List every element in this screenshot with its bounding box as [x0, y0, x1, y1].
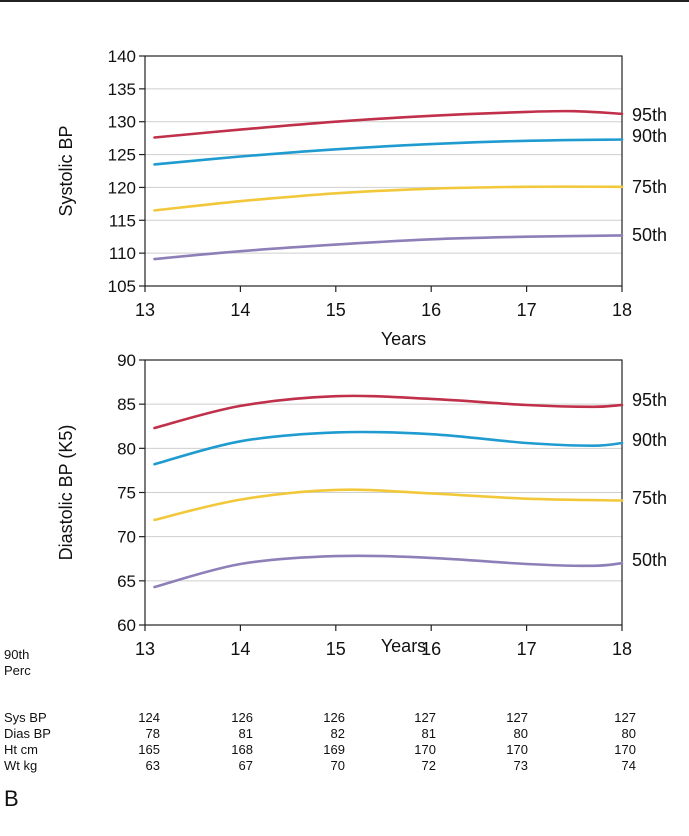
y-tick-label: 80: [117, 439, 136, 458]
series-line-50th: [153, 234, 624, 261]
y-tick-label: 110: [109, 244, 136, 263]
x-tick-label: 17: [517, 300, 537, 320]
table-cell: 70: [330, 758, 345, 773]
y-tick-label: 65: [117, 572, 136, 591]
table-cell: 81: [421, 726, 436, 741]
y-tick-label: 115: [109, 211, 136, 230]
table-cell: 165: [138, 742, 160, 757]
series-label-95th: 95th: [632, 390, 667, 410]
y-tick-label: 70: [117, 528, 136, 547]
y-axis-label: Systolic BP: [56, 125, 76, 216]
x-tick-label: 18: [612, 639, 632, 659]
table-cell: 82: [330, 726, 345, 741]
y-axis-label: Diastolic BP (K5): [56, 425, 76, 561]
series-label-50th: 50th: [632, 225, 667, 245]
x-tick-label: 17: [517, 639, 537, 659]
table-row-label: Wt kg: [4, 758, 38, 773]
y-tick-label: 130: [108, 113, 136, 132]
x-tick-label: 16: [421, 639, 441, 659]
table-cell: 126: [231, 710, 253, 725]
series-label-75th: 75th: [632, 177, 667, 197]
series-label-75th: 75th: [632, 488, 667, 508]
series-line-75th: [153, 488, 624, 522]
table-cell: 124: [138, 710, 160, 725]
table-cell: 72: [421, 758, 436, 773]
top-rule: [0, 0, 689, 2]
series-line-90th: [153, 430, 624, 466]
table-cell: 78: [145, 726, 160, 741]
y-tick-label: 120: [108, 178, 136, 197]
series-label-90th: 90th: [632, 126, 667, 146]
y-tick-label: 125: [108, 146, 136, 165]
table-cell: 80: [621, 726, 636, 741]
x-tick-label: 18: [612, 300, 632, 320]
table-row-label: Sys BP: [4, 710, 47, 725]
y-tick-label: 75: [117, 484, 136, 503]
table-cell: 126: [323, 710, 345, 725]
x-tick-label: 14: [230, 639, 250, 659]
y-tick-label: 85: [117, 395, 136, 414]
table-cell: 170: [414, 742, 436, 757]
table-cell: 169: [323, 742, 345, 757]
x-axis-label: Years: [381, 329, 426, 349]
table-cell: 127: [414, 710, 436, 725]
series-label-50th: 50th: [632, 550, 667, 570]
table-cell: 63: [145, 758, 160, 773]
x-tick-label: 15: [326, 639, 346, 659]
x-tick-label: 16: [421, 300, 441, 320]
y-tick-label: 105: [108, 277, 136, 296]
series-line-50th: [153, 554, 624, 589]
table-cell: 74: [621, 758, 636, 773]
series-line-90th: [153, 138, 624, 166]
panel-letter: B: [4, 786, 19, 811]
series-line-95th: [153, 394, 624, 430]
series-line-95th: [153, 109, 624, 139]
table-cell: 170: [614, 742, 636, 757]
table-cell: 80: [513, 726, 528, 741]
table-cell: 81: [238, 726, 253, 741]
table-cell: 127: [506, 710, 528, 725]
table-header-line2: Perc: [4, 663, 31, 678]
plot-frame: [144, 55, 623, 287]
x-tick-label: 14: [230, 300, 250, 320]
x-axis-label: Years: [381, 636, 426, 656]
y-tick-label: 140: [108, 47, 136, 66]
y-tick-label: 135: [108, 80, 136, 99]
series-label-90th: 90th: [632, 430, 667, 450]
x-tick-label: 13: [135, 639, 155, 659]
table-cell: 67: [238, 758, 253, 773]
table-cell: 168: [231, 742, 253, 757]
table-cell: 127: [614, 710, 636, 725]
x-tick-label: 15: [326, 300, 346, 320]
table-header-line1: 90th: [4, 647, 30, 662]
y-tick-label: 60: [117, 616, 136, 635]
table-cell: 73: [513, 758, 528, 773]
table-cell: 170: [506, 742, 528, 757]
y-tick-label: 90: [117, 351, 136, 370]
table-row-label: Ht cm: [4, 742, 38, 757]
series-label-95th: 95th: [632, 105, 667, 125]
series-line-75th: [153, 185, 624, 212]
table-row-label: Dias BP: [4, 726, 51, 741]
x-tick-label: 13: [135, 300, 155, 320]
